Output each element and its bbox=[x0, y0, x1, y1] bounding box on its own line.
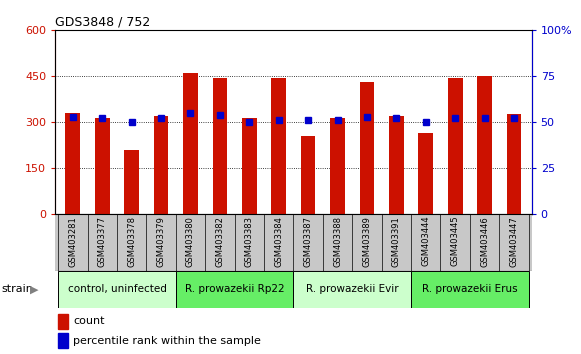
Text: GSM403444: GSM403444 bbox=[421, 216, 431, 267]
Bar bbox=[271, 78, 286, 214]
Text: R. prowazekii Rp22: R. prowazekii Rp22 bbox=[185, 284, 285, 295]
Text: control, uninfected: control, uninfected bbox=[67, 284, 166, 295]
Bar bbox=[242, 118, 257, 214]
Bar bbox=[183, 73, 198, 214]
Text: strain: strain bbox=[2, 284, 34, 295]
Bar bbox=[154, 116, 168, 214]
Bar bbox=[411, 271, 529, 308]
Text: GSM403378: GSM403378 bbox=[127, 216, 136, 267]
Text: GSM403379: GSM403379 bbox=[156, 216, 166, 267]
Text: R. prowazekii Evir: R. prowazekii Evir bbox=[306, 284, 399, 295]
Text: GSM403387: GSM403387 bbox=[304, 216, 313, 267]
Bar bbox=[389, 116, 404, 214]
Bar bbox=[360, 82, 374, 214]
Text: GSM403384: GSM403384 bbox=[274, 216, 283, 267]
Text: GSM403377: GSM403377 bbox=[98, 216, 107, 267]
Text: percentile rank within the sample: percentile rank within the sample bbox=[73, 336, 261, 346]
Text: GSM403391: GSM403391 bbox=[392, 216, 401, 267]
Text: GSM403388: GSM403388 bbox=[333, 216, 342, 267]
Bar bbox=[176, 271, 293, 308]
Bar bbox=[301, 136, 315, 214]
Text: ▶: ▶ bbox=[30, 284, 39, 295]
Bar bbox=[58, 271, 176, 308]
Bar bbox=[477, 76, 492, 214]
Bar bbox=[418, 133, 433, 214]
Text: GSM403380: GSM403380 bbox=[186, 216, 195, 267]
Text: GSM403281: GSM403281 bbox=[69, 216, 77, 267]
Bar bbox=[330, 118, 345, 214]
Bar bbox=[448, 78, 462, 214]
Bar bbox=[58, 333, 68, 348]
Text: count: count bbox=[73, 316, 105, 326]
Text: GDS3848 / 752: GDS3848 / 752 bbox=[55, 15, 150, 28]
Bar bbox=[95, 118, 110, 214]
Bar bbox=[124, 150, 139, 214]
Bar bbox=[213, 78, 227, 214]
Bar bbox=[66, 113, 80, 214]
Bar bbox=[293, 271, 411, 308]
Bar bbox=[58, 314, 68, 329]
Text: GSM403446: GSM403446 bbox=[480, 216, 489, 267]
Text: R. prowazekii Erus: R. prowazekii Erus bbox=[422, 284, 518, 295]
Text: GSM403389: GSM403389 bbox=[363, 216, 371, 267]
Text: GSM403447: GSM403447 bbox=[510, 216, 518, 267]
Text: GSM403445: GSM403445 bbox=[451, 216, 460, 267]
Text: GSM403382: GSM403382 bbox=[216, 216, 224, 267]
Text: GSM403383: GSM403383 bbox=[245, 216, 254, 267]
Bar bbox=[507, 114, 521, 214]
